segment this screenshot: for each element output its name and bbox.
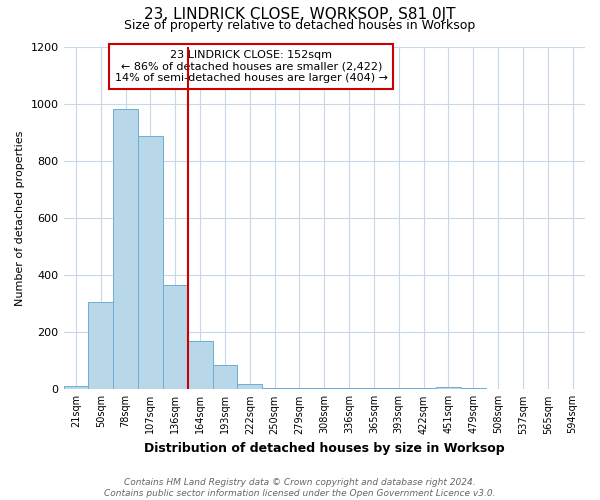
Bar: [411, 388, 436, 390]
Y-axis label: Number of detached properties: Number of detached properties: [15, 130, 25, 306]
Bar: [212, 365, 238, 390]
Bar: [188, 340, 212, 390]
Bar: [436, 387, 461, 390]
Bar: [138, 136, 163, 390]
Bar: [386, 388, 411, 390]
Bar: [461, 388, 485, 390]
Bar: [64, 386, 88, 390]
Bar: [113, 110, 138, 390]
Bar: [238, 384, 262, 390]
Bar: [88, 302, 113, 390]
Text: 23, LINDRICK CLOSE, WORKSOP, S81 0JT: 23, LINDRICK CLOSE, WORKSOP, S81 0JT: [144, 8, 456, 22]
Bar: [362, 388, 386, 390]
Bar: [337, 388, 362, 390]
Bar: [312, 388, 337, 390]
Bar: [287, 388, 312, 390]
Bar: [163, 285, 188, 390]
X-axis label: Distribution of detached houses by size in Worksop: Distribution of detached houses by size …: [144, 442, 505, 455]
Bar: [262, 388, 287, 390]
Text: Contains HM Land Registry data © Crown copyright and database right 2024.
Contai: Contains HM Land Registry data © Crown c…: [104, 478, 496, 498]
Text: 23 LINDRICK CLOSE: 152sqm
← 86% of detached houses are smaller (2,422)
14% of se: 23 LINDRICK CLOSE: 152sqm ← 86% of detac…: [115, 50, 388, 83]
Text: Size of property relative to detached houses in Worksop: Size of property relative to detached ho…: [124, 18, 476, 32]
